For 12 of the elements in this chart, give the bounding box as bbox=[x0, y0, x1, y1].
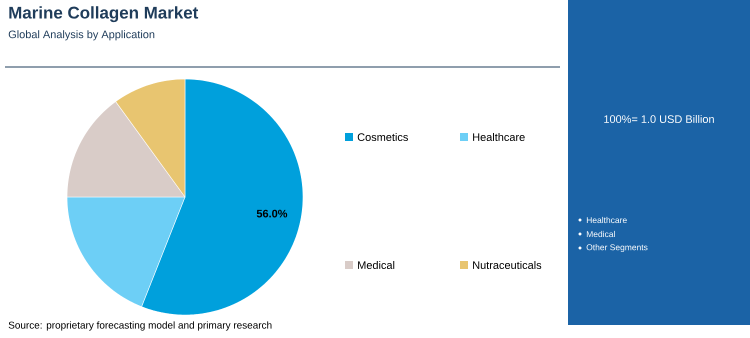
text: Other Segments bbox=[586, 244, 648, 252]
legend-label: Cosmetics bbox=[358, 132, 408, 142]
chart-subtitle: Global Analysis by Application bbox=[8, 30, 154, 40]
text: 100%= 1.0 USD Billion bbox=[604, 114, 714, 124]
text: Medical bbox=[586, 230, 615, 238]
data-label: 56.0% bbox=[256, 210, 288, 218]
legend-label: Nutraceuticals bbox=[473, 260, 542, 270]
chart-title: Marine Collagen Market bbox=[9, 6, 198, 22]
text: Healthcare bbox=[586, 216, 627, 224]
legend-label: Healthcare bbox=[473, 132, 525, 142]
legend-label: Medical bbox=[358, 260, 394, 270]
source-note: Source: proprietary forecasting model and primary research bbox=[8, 321, 272, 331]
